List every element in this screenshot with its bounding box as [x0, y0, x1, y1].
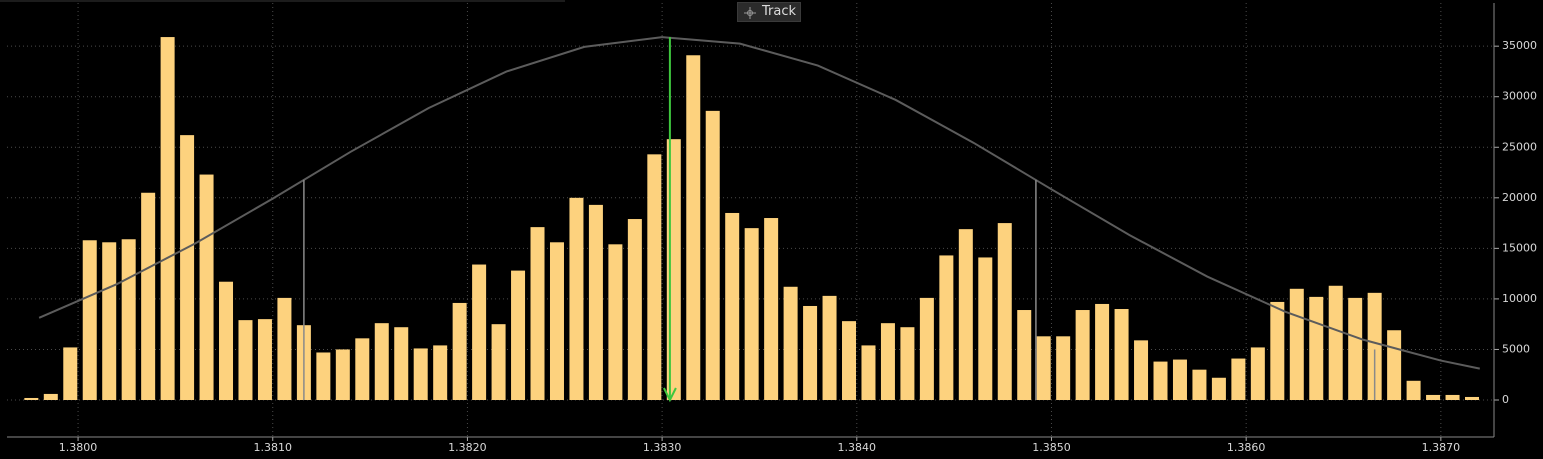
- bar: [394, 327, 409, 400]
- marker-arrow: [663, 387, 677, 403]
- bar: [608, 244, 623, 400]
- bar: [939, 255, 954, 400]
- track-label: Track: [762, 4, 797, 19]
- bar: [452, 302, 467, 400]
- bar: [1114, 309, 1129, 400]
- bar: [238, 320, 253, 400]
- x-tick-label: 1.3830: [643, 441, 682, 454]
- bar: [822, 295, 837, 400]
- bar: [413, 348, 428, 400]
- bar: [861, 345, 876, 400]
- bar: [1017, 310, 1032, 400]
- bar: [549, 242, 564, 400]
- x-tick-label: 1.3870: [1422, 441, 1461, 454]
- x-tick-label: 1.3810: [253, 441, 292, 454]
- track-button[interactable]: Track: [737, 2, 801, 22]
- bar: [219, 281, 234, 400]
- bar: [1036, 336, 1051, 400]
- top-strip: [0, 0, 565, 2]
- bar: [63, 347, 78, 400]
- bar: [1309, 296, 1324, 400]
- bar: [1426, 394, 1441, 400]
- bar: [1211, 377, 1226, 400]
- bar: [1172, 359, 1187, 400]
- y-tick-label: 0: [1502, 393, 1509, 406]
- bar: [1095, 303, 1110, 400]
- x-tick-label: 1.3820: [448, 441, 487, 454]
- bar: [511, 270, 526, 400]
- bar: [1153, 361, 1168, 400]
- bar: [1465, 396, 1480, 400]
- bar: [764, 218, 779, 400]
- y-tick-label: 30000: [1502, 90, 1537, 103]
- bar: [666, 139, 681, 400]
- x-tick-label: 1.3840: [838, 441, 877, 454]
- bar: [1270, 301, 1285, 400]
- bar: [355, 338, 370, 400]
- bar: [82, 240, 97, 400]
- y-tick-label: 20000: [1502, 191, 1537, 204]
- bar: [472, 264, 487, 400]
- bar: [374, 323, 389, 400]
- bar: [783, 286, 798, 400]
- bar: [1289, 288, 1304, 400]
- y-tick-label: 35000: [1502, 39, 1537, 52]
- bar: [725, 212, 740, 400]
- bar: [102, 242, 117, 400]
- bar: [530, 227, 545, 400]
- bar: [160, 37, 175, 400]
- bar: [1250, 347, 1265, 400]
- bar: [1328, 285, 1343, 400]
- y-tick-label: 25000: [1502, 140, 1537, 153]
- bar: [627, 219, 642, 400]
- bar: [744, 228, 759, 400]
- y-tick-label: 10000: [1502, 292, 1537, 305]
- y-tick-label: 5000: [1502, 342, 1530, 355]
- bar: [24, 397, 39, 400]
- bar: [1134, 340, 1149, 400]
- bar: [316, 352, 331, 400]
- bar: [978, 257, 993, 400]
- bar: [1445, 394, 1460, 400]
- fit-curve: [38, 36, 1480, 370]
- bar: [199, 174, 214, 400]
- bar: [803, 305, 818, 400]
- bar: [121, 239, 136, 400]
- bar: [900, 327, 915, 400]
- bar: [919, 297, 934, 400]
- bar: [842, 321, 857, 400]
- bar: [277, 297, 292, 400]
- bar: [1231, 358, 1246, 400]
- bar: [880, 323, 895, 400]
- bar: [958, 229, 973, 400]
- bar: [1348, 297, 1363, 400]
- bar: [141, 192, 156, 400]
- bar: [647, 154, 662, 400]
- bar: [997, 223, 1012, 400]
- bar: [705, 110, 720, 400]
- bar: [1387, 330, 1402, 400]
- x-tick-label: 1.3850: [1032, 441, 1071, 454]
- bar: [433, 345, 448, 400]
- bar: [1075, 310, 1090, 400]
- bar: [491, 324, 506, 400]
- bar: [1056, 336, 1071, 400]
- bar: [257, 319, 272, 400]
- bar: [335, 349, 350, 400]
- bar: [1192, 369, 1207, 400]
- bar: [588, 204, 603, 400]
- x-tick-label: 1.3800: [59, 441, 98, 454]
- x-tick-label: 1.3860: [1227, 441, 1266, 454]
- bar: [686, 55, 701, 400]
- bar: [1406, 380, 1421, 400]
- bar: [43, 393, 58, 400]
- y-tick-label: 15000: [1502, 241, 1537, 254]
- bar: [180, 135, 195, 400]
- bar: [569, 197, 584, 400]
- crosshair-icon: [744, 7, 756, 19]
- bar: [1367, 292, 1382, 400]
